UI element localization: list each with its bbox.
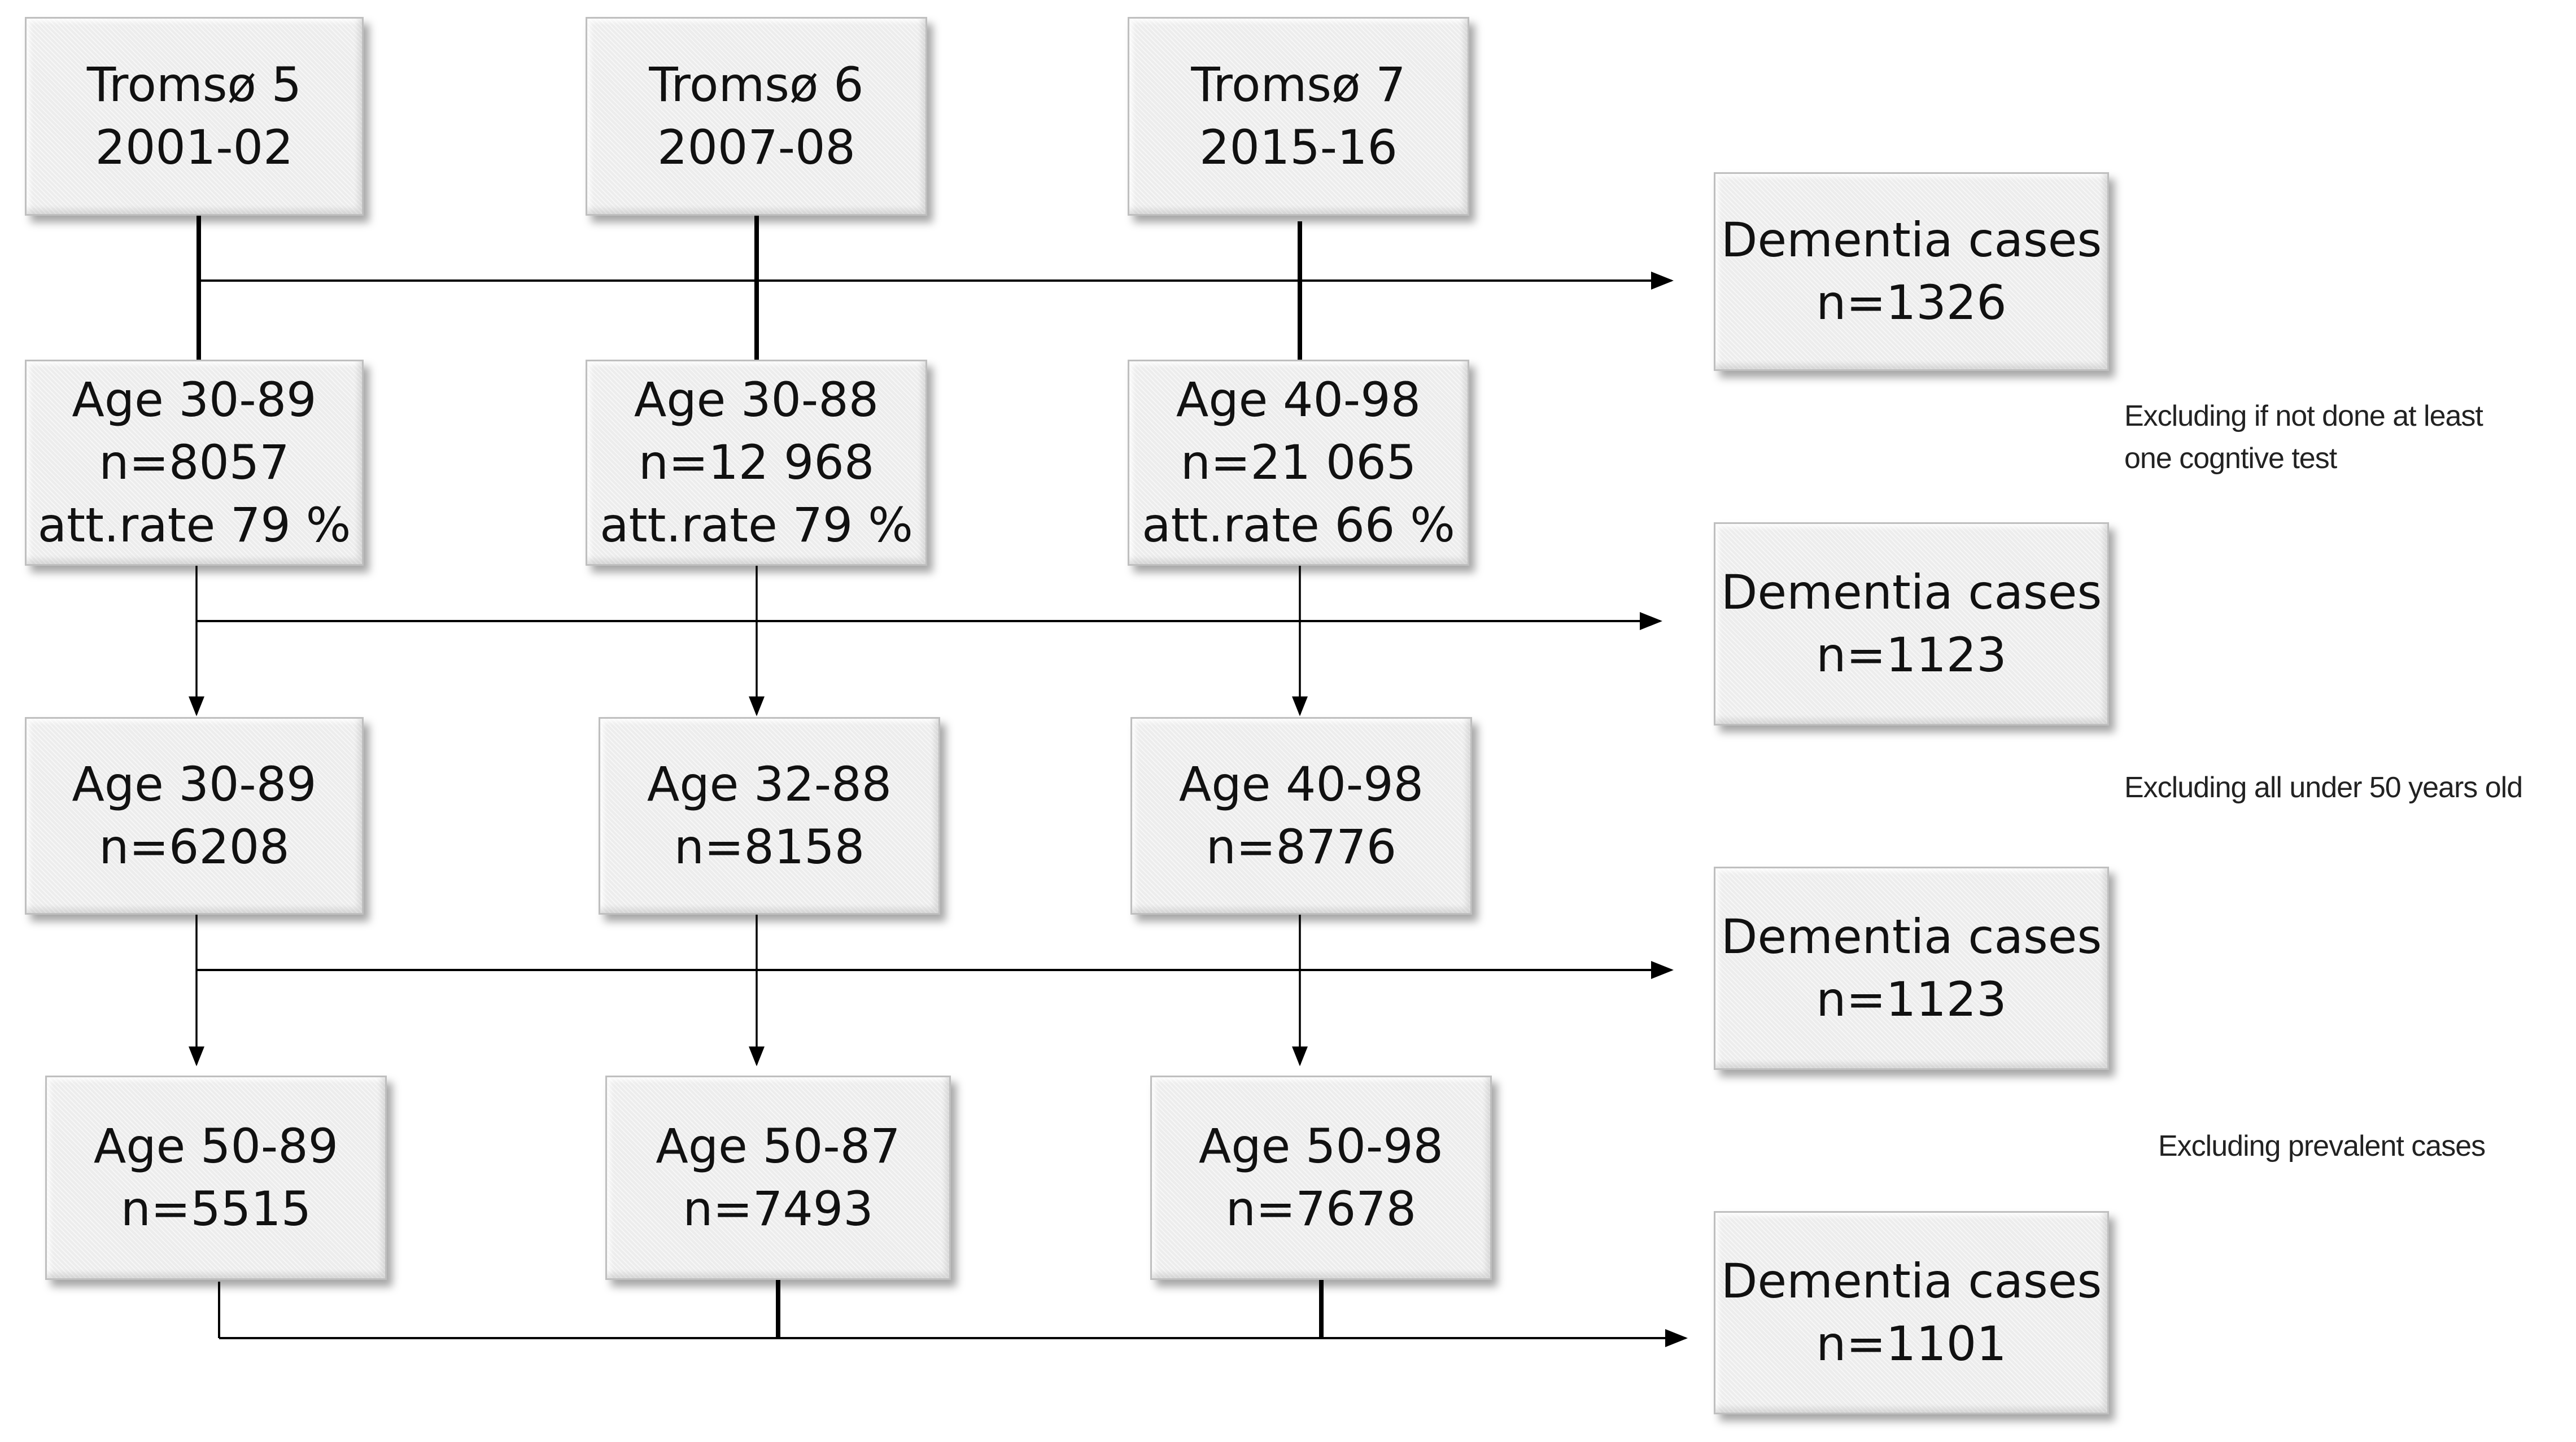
exclusion-note-under-50: Excluding all under 50 years old bbox=[2124, 767, 2523, 809]
age-range: Age 30-89 bbox=[72, 757, 317, 812]
age-range: Age 30-89 bbox=[72, 372, 317, 428]
stage3-box-tromso-5: Age 50-89 n=5515 bbox=[45, 1076, 387, 1280]
exclusion-note-prevalent: Excluding prevalent cases bbox=[2158, 1125, 2486, 1168]
survey-box-tromso-6: Tromsø 6 2007-08 bbox=[586, 17, 927, 216]
attendance-rate: att.rate 66 % bbox=[1142, 497, 1455, 553]
participant-count: n=8776 bbox=[1206, 819, 1397, 875]
dementia-cases-box-4: Dementia cases n=1101 bbox=[1714, 1211, 2109, 1414]
stage1-box-tromso-7: Age 40-98 n=21 065 att.rate 66 % bbox=[1128, 360, 1469, 566]
exclusion-note-line-1: Excluding if not done at least bbox=[2124, 400, 2483, 432]
dementia-count: n=1326 bbox=[1816, 275, 2007, 330]
dementia-count: n=1101 bbox=[1816, 1316, 2007, 1371]
exclusion-note-line-2: one cogntive test bbox=[2124, 442, 2337, 475]
dementia-count: n=1123 bbox=[1816, 972, 2007, 1027]
stage3-box-tromso-7: Age 50-98 n=7678 bbox=[1150, 1076, 1492, 1280]
exclusion-note-text: Excluding all under 50 years old bbox=[2124, 771, 2523, 804]
age-range: Age 32-88 bbox=[647, 757, 892, 812]
dementia-count: n=1123 bbox=[1816, 627, 2007, 683]
age-range: Age 40-98 bbox=[1178, 757, 1424, 812]
exclusion-note-text: Excluding prevalent cases bbox=[2158, 1130, 2486, 1163]
attendance-rate: att.rate 79 % bbox=[37, 497, 351, 553]
age-range: Age 50-87 bbox=[656, 1118, 901, 1174]
age-range: Age 30-88 bbox=[634, 372, 879, 428]
participant-count: n=21 065 bbox=[1180, 435, 1417, 491]
survey-name: Tromsø 5 bbox=[86, 57, 302, 113]
dementia-label: Dementia cases bbox=[1721, 1253, 2102, 1309]
participant-count: n=8057 bbox=[99, 435, 290, 491]
survey-years: 2001-02 bbox=[95, 120, 294, 175]
participant-count: n=12 968 bbox=[638, 435, 875, 491]
dementia-cases-box-1: Dementia cases n=1326 bbox=[1714, 172, 2109, 371]
dementia-label: Dementia cases bbox=[1721, 909, 2102, 965]
participant-count: n=7493 bbox=[683, 1181, 874, 1236]
survey-box-tromso-5: Tromsø 5 2001-02 bbox=[25, 17, 364, 216]
participant-count: n=8158 bbox=[674, 819, 865, 875]
dementia-cases-box-3: Dementia cases n=1123 bbox=[1714, 867, 2109, 1070]
attendance-rate: att.rate 79 % bbox=[600, 497, 913, 553]
participant-count: n=6208 bbox=[99, 819, 290, 875]
participant-count: n=5515 bbox=[120, 1181, 312, 1236]
stage2-box-tromso-5: Age 30-89 n=6208 bbox=[25, 717, 364, 915]
dementia-label: Dementia cases bbox=[1721, 212, 2102, 268]
stage1-box-tromso-5: Age 30-89 n=8057 att.rate 79 % bbox=[25, 360, 364, 566]
age-range: Age 50-89 bbox=[93, 1118, 339, 1174]
survey-name: Tromsø 6 bbox=[649, 57, 864, 113]
age-range: Age 50-98 bbox=[1198, 1118, 1444, 1174]
dementia-label: Dementia cases bbox=[1721, 565, 2102, 621]
age-range: Age 40-98 bbox=[1176, 372, 1421, 428]
exclusion-note-cognitive-test: Excluding if not done at least one cognt… bbox=[2124, 395, 2483, 480]
stage1-box-tromso-6: Age 30-88 n=12 968 att.rate 79 % bbox=[586, 360, 927, 566]
participant-count: n=7678 bbox=[1225, 1181, 1417, 1236]
dementia-cases-box-2: Dementia cases n=1123 bbox=[1714, 522, 2109, 726]
survey-name: Tromsø 7 bbox=[1191, 57, 1406, 113]
survey-years: 2007-08 bbox=[657, 120, 855, 175]
stage3-box-tromso-6: Age 50-87 n=7493 bbox=[605, 1076, 951, 1280]
survey-box-tromso-7: Tromsø 7 2015-16 bbox=[1128, 17, 1469, 216]
stage2-box-tromso-7: Age 40-98 n=8776 bbox=[1130, 717, 1472, 915]
survey-years: 2015-16 bbox=[1199, 120, 1398, 175]
stage2-box-tromso-6: Age 32-88 n=8158 bbox=[599, 717, 940, 915]
